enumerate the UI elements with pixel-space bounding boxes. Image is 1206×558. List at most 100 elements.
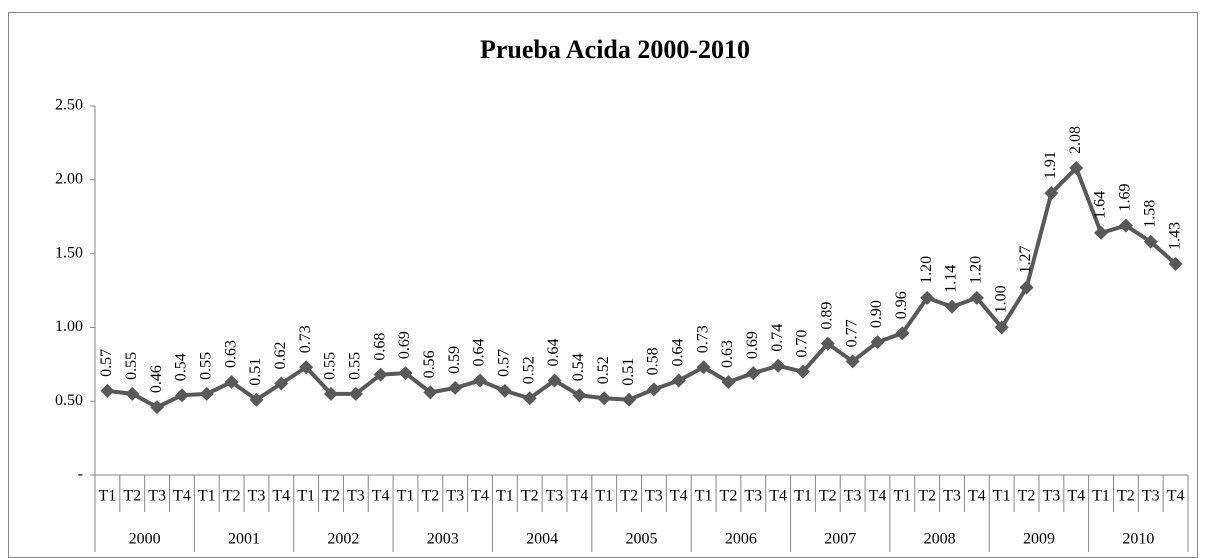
marker <box>522 391 537 406</box>
data-label: 0.70 <box>794 330 811 358</box>
data-label: 1.58 <box>1141 200 1158 228</box>
marker <box>795 364 810 379</box>
data-label: 0.52 <box>520 356 537 384</box>
x-tick-label: T3 <box>546 488 564 505</box>
data-label: 1.27 <box>1017 246 1034 274</box>
marker <box>671 373 686 388</box>
marker <box>199 386 214 401</box>
x-tick-label: T3 <box>645 488 663 505</box>
data-label: 0.55 <box>123 352 140 380</box>
y-tick-label: 2.00 <box>55 170 83 187</box>
marker <box>224 375 239 390</box>
data-label: 1.69 <box>1117 184 1134 212</box>
marker <box>870 335 885 350</box>
data-label: 0.51 <box>620 358 637 386</box>
x-tick-label: T4 <box>1167 488 1185 505</box>
x-tick-label: T1 <box>794 488 812 505</box>
data-label: 0.68 <box>371 333 388 361</box>
x-tick-label: T1 <box>496 488 514 505</box>
data-label: 0.69 <box>744 331 761 359</box>
marker <box>323 386 338 401</box>
x-tick-label: T2 <box>1018 488 1036 505</box>
x-tick-label: T3 <box>1142 488 1160 505</box>
x-tick-label: T1 <box>1092 488 1110 505</box>
marker <box>572 388 587 403</box>
x-tick-label: T4 <box>1067 488 1085 505</box>
marker <box>646 382 661 397</box>
data-label: 0.74 <box>769 324 786 352</box>
marker <box>473 373 488 388</box>
y-tick-label: 1.00 <box>55 318 83 335</box>
x-group-label: 2005 <box>626 531 658 548</box>
marker <box>1019 280 1034 295</box>
data-label: 1.91 <box>1042 151 1059 179</box>
marker <box>1094 225 1109 240</box>
chart-frame <box>8 12 1198 558</box>
data-label: 0.63 <box>222 340 239 368</box>
marker <box>1044 186 1059 201</box>
data-label: 0.77 <box>843 319 860 347</box>
x-tick-label: T1 <box>99 488 117 505</box>
x-group-label: 2004 <box>526 531 558 548</box>
y-tick-label: 0.50 <box>55 392 83 409</box>
x-group-label: 2003 <box>427 531 459 548</box>
x-tick-label: T3 <box>148 488 166 505</box>
x-tick-label: T2 <box>421 488 439 505</box>
x-tick-label: T3 <box>1042 488 1060 505</box>
data-label: 1.20 <box>968 256 985 284</box>
x-tick-label: T4 <box>968 488 986 505</box>
x-group-label: 2006 <box>725 531 757 548</box>
data-label: 0.55 <box>347 352 364 380</box>
marker <box>1118 218 1133 233</box>
data-label: 0.64 <box>669 339 686 367</box>
marker <box>448 380 463 395</box>
x-tick-label: T3 <box>844 488 862 505</box>
data-label: 0.54 <box>570 353 587 381</box>
data-label: 0.46 <box>148 365 165 393</box>
x-group-label: 2002 <box>327 531 359 548</box>
marker <box>945 299 960 314</box>
marker <box>771 358 786 373</box>
data-label: 2.08 <box>1067 126 1084 154</box>
x-tick-label: T4 <box>769 488 787 505</box>
x-tick-label: T1 <box>198 488 216 505</box>
data-label: 0.69 <box>396 331 413 359</box>
x-tick-label: T1 <box>595 488 613 505</box>
data-label: 0.64 <box>471 339 488 367</box>
x-tick-label: T1 <box>993 488 1011 505</box>
x-group-label: 2007 <box>824 531 856 548</box>
data-label: 0.59 <box>446 346 463 374</box>
marker <box>696 360 711 375</box>
data-label: 0.51 <box>247 358 264 386</box>
data-label: 0.73 <box>297 325 314 353</box>
marker <box>721 375 736 390</box>
data-label: 0.89 <box>818 302 835 330</box>
data-label: 0.52 <box>595 356 612 384</box>
x-group-label: 2010 <box>1122 531 1154 548</box>
x-tick-label: T4 <box>670 488 688 505</box>
marker <box>1069 160 1084 175</box>
data-label: 1.43 <box>1166 222 1183 250</box>
x-tick-label: T3 <box>943 488 961 505</box>
x-group-label: 2001 <box>228 531 260 548</box>
x-tick-label: T2 <box>620 488 638 505</box>
x-tick-label: T4 <box>571 488 589 505</box>
x-tick-label: T4 <box>272 488 290 505</box>
x-tick-label: T1 <box>695 488 713 505</box>
data-label: 1.00 <box>992 285 1009 313</box>
data-label: 0.90 <box>868 300 885 328</box>
data-label: 0.55 <box>322 352 339 380</box>
marker <box>895 326 910 341</box>
x-tick-label: T1 <box>893 488 911 505</box>
x-tick-label: T2 <box>918 488 936 505</box>
marker <box>150 400 165 415</box>
x-tick-label: T3 <box>446 488 464 505</box>
x-tick-label: T2 <box>223 488 241 505</box>
x-tick-label: T3 <box>248 488 266 505</box>
data-label: 0.63 <box>719 340 736 368</box>
marker <box>299 360 314 375</box>
data-label: 0.62 <box>272 341 289 369</box>
marker <box>373 367 388 382</box>
marker <box>274 376 289 391</box>
